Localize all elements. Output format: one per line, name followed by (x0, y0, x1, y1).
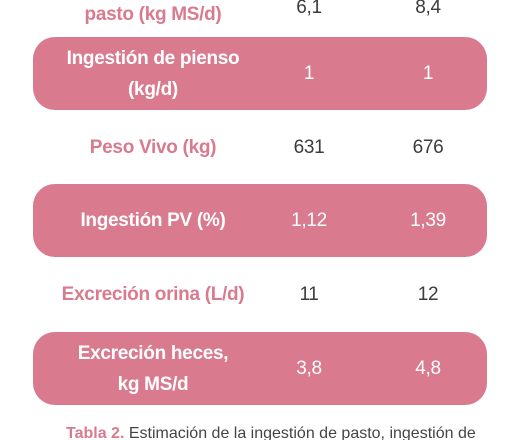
caption-text: Estimación de la ingestión de pasto, ing… (128, 426, 476, 440)
table-row-ingestion-pv: Ingestión PV (%) 1,12 1,39 (33, 184, 487, 257)
table-row-excrecion-orina: Excreción orina (L/d) 11 12 (33, 269, 487, 319)
row-label: Ingestión de pienso (kg/d) (66, 47, 240, 100)
caption-label: Tabla 2. (66, 426, 125, 440)
row-value-2: 12 (417, 283, 439, 305)
row-value-2: 676 (412, 136, 444, 158)
row-value-2: 4,8 (415, 358, 441, 379)
row-value-2: 8,4 (415, 0, 441, 18)
row-value-2: 1,39 (410, 210, 446, 231)
row-label: Ingestión PV (%) (80, 210, 226, 231)
table-row-ingestion-pienso: Ingestión de pienso (kg/d) 1 1 (33, 37, 487, 110)
table-row-excrecion-heces: Excreción heces, kg MS/d 3,8 4,8 (33, 332, 487, 405)
row-value-2: 1 (422, 63, 434, 84)
table-caption: Tabla 2. Estimación de la ingestión de p… (66, 426, 486, 440)
table-row-pasto: pasto (kg MS/d) 6,1 8,4 (33, 0, 487, 40)
row-value-1: 631 (293, 136, 325, 158)
row-label: pasto (kg MS/d) (84, 3, 222, 25)
row-value-1: 1,12 (291, 210, 327, 231)
row-value-1: 1 (303, 63, 315, 84)
row-label: Peso Vivo (kg) (89, 136, 217, 158)
row-value-1: 11 (299, 283, 319, 305)
row-label: Excreción orina (L/d) (61, 283, 245, 305)
table-row-peso-vivo: Peso Vivo (kg) 631 676 (33, 122, 487, 172)
row-value-1: 3,8 (296, 358, 322, 379)
row-label: Excreción heces, kg MS/d (77, 342, 229, 395)
row-value-1: 6,1 (296, 0, 322, 18)
